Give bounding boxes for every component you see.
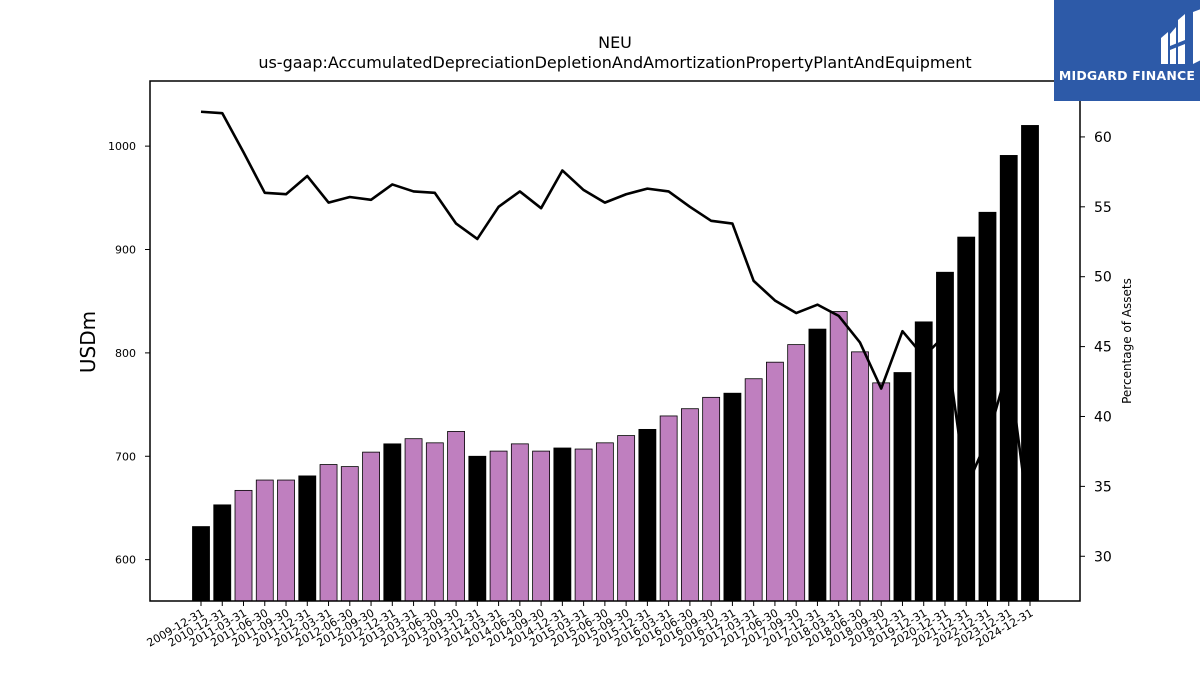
bar-2019-12-31 <box>914 321 933 602</box>
y-tick-label: 600 <box>115 554 136 567</box>
bar-2011-03-31 <box>234 489 253 602</box>
bar-2015-09-30 <box>617 435 636 602</box>
bar-2010-12-31 <box>213 504 232 602</box>
bar-2013-03-31 <box>404 438 423 602</box>
bar-2014-09-30 <box>532 450 551 602</box>
bar-2015-12-31 <box>638 428 657 602</box>
x-axis: 2009-12-312010-12-312011-03-312011-06-30… <box>145 601 1036 650</box>
bar-2022-12-31 <box>978 211 997 602</box>
bar-2024-12-31 <box>1021 125 1039 602</box>
bars-layer <box>192 125 1039 602</box>
bar-2021-12-31 <box>957 236 976 602</box>
bar-2017-06-30 <box>766 361 784 602</box>
series-line-percentage <box>200 110 1032 529</box>
bar-2012-06-30 <box>340 466 359 602</box>
bar-2018-03-31 <box>829 311 848 602</box>
bar-2013-06-30 <box>425 442 444 602</box>
y2-tick-label: 35 <box>1094 479 1112 495</box>
line-layer <box>200 110 1032 529</box>
bar-2014-06-30 <box>510 443 529 602</box>
bar-2013-12-31 <box>468 455 487 602</box>
bar-2012-12-31 <box>383 443 402 602</box>
chart-subtitle: us-gaap:AccumulatedDepreciationDepletion… <box>258 53 971 72</box>
y-tick-label: 800 <box>115 347 136 360</box>
bar-2017-12-31 <box>808 328 827 602</box>
bar-2016-12-31 <box>723 392 742 602</box>
plot-frame <box>149 80 1081 602</box>
bar-2014-03-31 <box>489 450 508 602</box>
chart-title: NEU <box>598 33 632 52</box>
brand-logo: MIDGARD FINANCE <box>1054 0 1200 101</box>
y-axis-label: USDm <box>76 311 100 373</box>
right-axis: 30 35 40 45 50 55 60 <box>1080 130 1112 565</box>
y-tick-label: 700 <box>115 450 136 463</box>
bar-2009-12-31 <box>192 526 210 602</box>
y2-tick-label: 45 <box>1094 340 1112 356</box>
y2-tick-label: 30 <box>1094 549 1112 565</box>
y-tick-label: 1000 <box>108 140 136 153</box>
bar-2015-06-30 <box>595 442 614 602</box>
y-tick-label: 900 <box>115 244 136 257</box>
bar-2017-09-30 <box>787 344 806 602</box>
bar-2012-03-31 <box>319 464 338 602</box>
bar-2011-12-31 <box>298 475 317 602</box>
bar-2016-03-31 <box>659 415 678 602</box>
y2-tick-label: 55 <box>1094 200 1112 216</box>
midgard-logo-icon <box>1055 0 1200 70</box>
bar-2012-09-30 <box>362 451 380 602</box>
y2-tick-label: 40 <box>1094 409 1112 425</box>
bar-2011-06-30 <box>255 479 274 602</box>
bar-2011-09-30 <box>277 479 295 602</box>
bar-2015-03-31 <box>574 448 593 602</box>
bar-2016-09-30 <box>702 396 721 602</box>
bar-2013-09-30 <box>447 431 465 602</box>
y2-tick-label: 50 <box>1094 270 1112 286</box>
bar-2018-09-30 <box>872 382 891 602</box>
bar-2023-12-31 <box>999 155 1018 602</box>
brand-name: MIDGARD FINANCE <box>1058 68 1196 83</box>
y2-tick-label: 60 <box>1094 130 1112 146</box>
y2-axis-label: Percentage of Assets <box>1120 278 1134 404</box>
bar-2017-03-31 <box>744 378 763 602</box>
left-axis: 600 700 800 900 1000 <box>108 140 150 567</box>
bar-2018-12-31 <box>893 372 912 602</box>
bar-2016-06-30 <box>680 408 699 602</box>
bar-2020-12-31 <box>936 271 954 602</box>
bar-2014-12-31 <box>553 447 572 602</box>
bar-2018-06-30 <box>851 351 869 602</box>
